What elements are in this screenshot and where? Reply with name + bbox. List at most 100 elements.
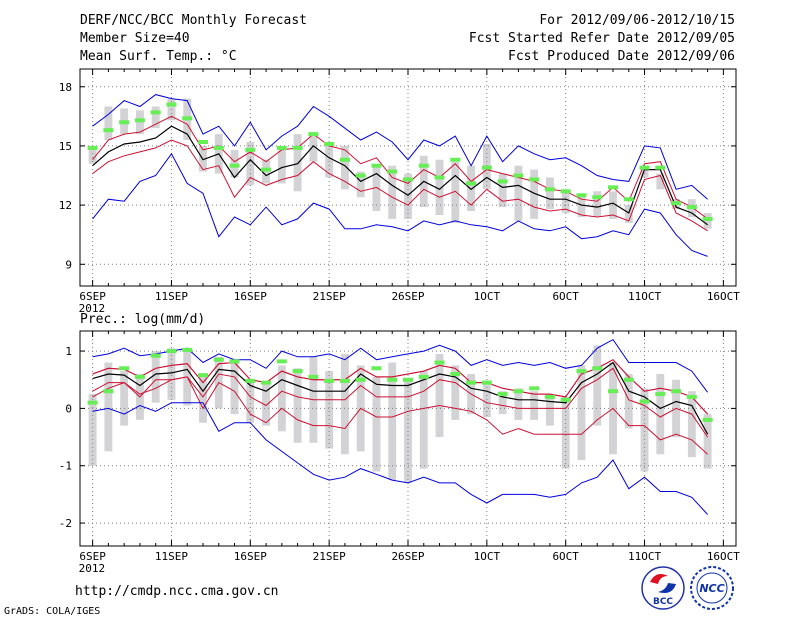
spread-bar (530, 169, 539, 219)
spread-bar (451, 365, 460, 420)
spread-bar (640, 388, 649, 472)
bcc-logo-ring (641, 566, 685, 610)
grads-credit: GrADS: COLA/IGES (4, 606, 100, 617)
spread-bar (656, 173, 665, 190)
spread-bar (372, 165, 381, 212)
x-tick-label: 26SEP (391, 550, 424, 563)
spread-bar (246, 141, 255, 186)
y-tick-label: 18 (59, 81, 72, 94)
bcc-logo: BCC (641, 566, 685, 610)
bcc-logo-swirl-blue (658, 583, 676, 593)
header-right-line-1: For 2012/09/06-2012/10/15 (539, 13, 735, 28)
y-tick-label: 12 (59, 199, 72, 212)
spread-bar (640, 165, 649, 178)
x-tick-label: 6SEP (79, 290, 106, 303)
spread-bar (545, 394, 554, 426)
series-line-max (92, 338, 709, 393)
spread-bar (451, 161, 460, 223)
spread-bar (593, 191, 602, 217)
spread-bar (277, 145, 286, 184)
y-tick-label: 1 (65, 345, 72, 358)
spread-bar (687, 391, 696, 458)
spread-bar (561, 191, 570, 214)
x-year-label: 2012 (79, 302, 106, 315)
x-tick-label: 16SEP (234, 290, 267, 303)
ncc-logo-inner-ring (696, 572, 728, 604)
spread-bar (498, 391, 507, 415)
spread-bar (325, 371, 334, 449)
spread-bar (624, 374, 633, 429)
series-line-median (92, 125, 708, 226)
y-tick-label: -2 (59, 517, 72, 530)
spread-bar (514, 165, 523, 221)
spread-bar (293, 134, 302, 192)
header-left-line-3: Mean Surf. Temp.: °C (80, 49, 237, 64)
series-line-median (92, 361, 709, 435)
spread-bar (561, 396, 570, 469)
x-tick-label: 16SEP (234, 550, 267, 563)
series-line-lower (92, 367, 709, 438)
x-tick-label: 1OCT (474, 550, 501, 563)
x-tick-label: 6SEP (79, 550, 106, 563)
series-line-min (92, 402, 708, 515)
spread-bar (151, 351, 160, 403)
y-tick-label: 0 (65, 402, 72, 415)
spread-bar (88, 394, 97, 466)
series-line-lower (92, 139, 708, 232)
header-right-line-2: Fcst Started Refer Date 2012/09/05 (469, 31, 735, 46)
y-tick-label: 15 (59, 140, 72, 153)
header-left-line-2: Member Size=40 (80, 31, 190, 46)
spread-bar (388, 165, 397, 219)
x-tick-label: 26SEP (391, 290, 424, 303)
series-line-upper (92, 115, 708, 220)
x-tick-label: 16OCT (707, 290, 740, 303)
series-line-min (92, 152, 708, 257)
spread-bar (372, 376, 381, 472)
temperature-panel: 9 12 15 18 6SEP 11SEP 16SEP 21SEP 26SEP 1OCT 6OCT 1… (59, 68, 740, 315)
spread-bar (577, 365, 586, 460)
spread-bar (656, 374, 665, 455)
spread-bar (435, 159, 444, 215)
spread-bar (151, 106, 160, 129)
spread-bar (435, 353, 444, 438)
x-tick-label: 11OCT (628, 550, 661, 563)
spread-bar (577, 195, 586, 217)
spread-bar (88, 145, 97, 164)
spread-bar (277, 365, 286, 432)
header-right-line-3: Fcst Produced Date 2012/09/06 (508, 49, 735, 64)
spread-bar (340, 145, 349, 190)
x-tick-label: 6OCT (552, 290, 579, 303)
x-tick-label: 1OCT (474, 290, 501, 303)
ncc-logo: NCC (690, 566, 734, 610)
x-tick-label: 11SEP (155, 550, 188, 563)
spread-bar (325, 143, 334, 178)
y-tick-label: -1 (59, 460, 72, 473)
x-year-label: 2012 (79, 562, 106, 575)
spread-bar (530, 391, 539, 420)
precip-panel-title: Prec.: log(mm/d) (80, 312, 205, 327)
x-tick-label: 21SEP (313, 290, 346, 303)
spread-bar (246, 379, 255, 423)
spread-bar (498, 173, 507, 208)
spread-bar (199, 374, 207, 423)
series-line-max (92, 94, 708, 200)
y-tick-label: 9 (65, 258, 72, 271)
spread-bar (419, 371, 428, 469)
spread-bar (609, 191, 617, 219)
ncc-logo-text: NCC (699, 582, 724, 595)
x-tick-label: 11OCT (628, 290, 661, 303)
header: DERF/NCC/BCC Monthly Forecast Member Siz… (80, 13, 735, 64)
spread-bar (404, 173, 412, 219)
spread-bar (467, 165, 476, 212)
x-tick-label: 21SEP (313, 550, 346, 563)
spread-bar (624, 205, 633, 223)
spread-bar (340, 353, 349, 455)
spread-bar (293, 368, 302, 443)
spread-bar (309, 134, 318, 162)
spread-bar (545, 177, 554, 210)
series-line-lower_red (92, 376, 708, 455)
spread-bar (262, 382, 271, 426)
spread-bar (167, 348, 176, 400)
spread-bar (703, 414, 712, 469)
